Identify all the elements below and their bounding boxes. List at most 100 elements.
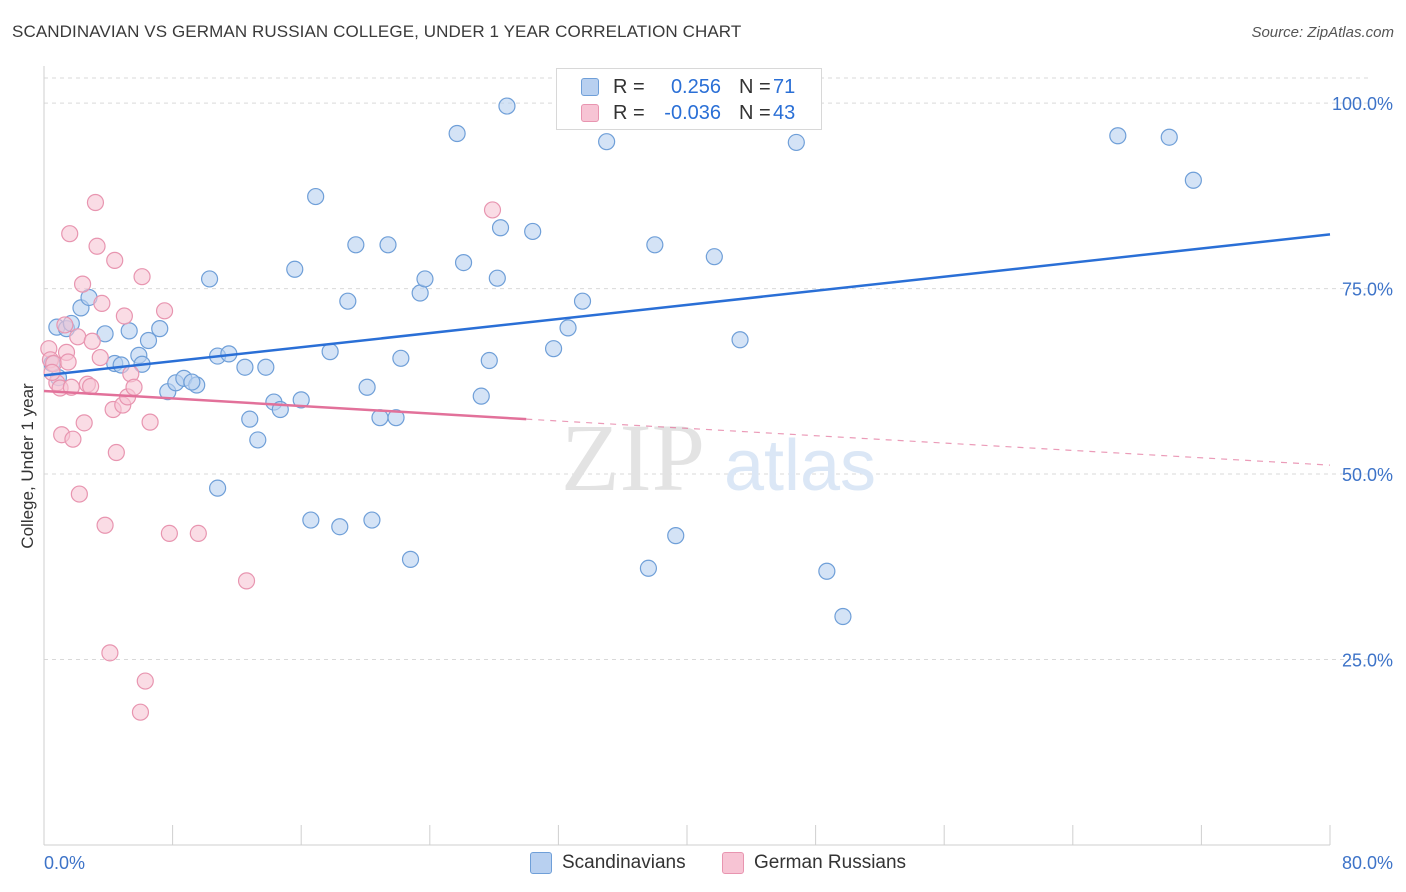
y-tick-label: 100.0% [1332,94,1393,114]
german-russian-point [483,201,502,219]
scandinavian-point [379,236,397,254]
legend-row-german-russians: R = -0.036 N = 43 [581,101,803,125]
german-russian-point [160,524,178,543]
scandinavian-point [480,351,498,370]
n-label: N = [739,75,771,98]
scandinavian-point [363,511,381,529]
scandinavian-point [472,387,490,405]
legend-item-german-russians: German Russians [722,851,906,875]
scandinavian-point [302,511,320,529]
scandinavian-point [200,270,219,288]
pink-swatch [722,852,744,874]
german-russian-point [131,703,150,721]
chart-title: SCANDINAVIAN VS GERMAN RUSSIAN COLLEGE, … [12,22,742,41]
german-russian-point [73,275,92,293]
german-russian-point [133,268,151,286]
blue-swatch [530,852,552,874]
trend-lines [43,233,1331,466]
legend-row-scandinavians: R = 0.256 N = 71 [581,75,803,99]
y-tick-label: 75.0% [1342,280,1393,300]
german-russian-point [61,225,79,243]
scandinavian-point [151,320,169,338]
scandinavian-point [544,340,563,358]
german-russian-point [43,363,61,382]
scandinavian-point [286,260,304,278]
scandinavian-point [818,562,836,580]
scandinavian-point [347,236,365,254]
german-russian-point [125,378,143,396]
legend-label: German Russians [754,852,907,873]
scandinavian-point [331,518,349,536]
scandinavian-point [236,358,254,376]
german-russian-point [189,524,207,543]
scandinavian-point [257,358,275,376]
scandinavian-point [646,236,664,254]
german-russian-point [70,485,88,503]
scandinavian-point [401,550,420,568]
german-russian-point [86,193,105,212]
german-russian-point [59,353,77,371]
scandinavian-point [559,319,577,337]
x-tick-label: 80.0% [1342,853,1393,873]
german-russian-point [93,294,111,313]
german-russians-trend-extension [526,418,1331,466]
german-russian-point [88,237,106,255]
scandinavian-point [454,254,473,272]
scandinavian-point [358,378,376,396]
scandinavian-point [249,431,267,449]
scandinavian-point [667,527,685,545]
scandinavian-point [339,292,357,310]
scandinavian-point [292,391,310,409]
scandinavian-point [448,124,466,143]
scandinavian-point [573,292,592,310]
tick-labels: 100.0% 75.0% 50.0% 25.0% 0.0% 80.0% [44,94,1393,873]
scandinavian-point [307,187,325,206]
german-russian-point [107,443,125,462]
scandinavian-point [241,410,259,428]
german-russian-point [101,644,119,662]
scandinavian-point [705,248,723,266]
scandinavian-point [787,133,805,152]
r-label: R = [613,101,645,124]
scandinavian-point [416,270,434,288]
scandinavian-point [488,269,506,287]
scandinavian-point [639,559,658,577]
scandinavian-point [183,373,201,391]
y-tick-label: 50.0% [1342,465,1393,485]
scandinavians-trend-line [43,233,1331,377]
german-russian-point [64,430,82,448]
watermark: ZIP atlas [561,404,876,511]
german-russian-point [155,302,174,320]
n-label: N = [739,101,771,124]
blue-swatch [581,78,599,96]
stats-legend: R = 0.256 N = 71 R = -0.036 N = 43 [556,68,822,130]
scandinavian-point [498,97,516,115]
scandinavian-point [491,219,510,237]
r-value: 0.256 [670,75,721,98]
axes [43,66,1331,846]
german-russian-point [75,414,93,432]
data-points [40,97,1202,721]
pink-swatch [581,104,599,122]
y-tick-label: 25.0% [1342,651,1393,671]
scandinavian-point [1109,127,1127,145]
scandinavian-point [1184,171,1202,189]
german-russian-point [91,348,109,367]
scandinavian-point [209,479,227,497]
r-value: -0.036 [664,101,721,124]
legend-label: Scandinavians [562,852,686,873]
german-russian-point [56,316,74,334]
scandinavian-point [1160,128,1178,146]
german-russian-point [106,251,124,269]
scandinavian-point [139,331,158,350]
german-russian-point [115,307,133,325]
y-axis-label: College, Under 1 year [18,383,37,549]
watermark-atlas: atlas [724,426,876,506]
german-russian-point [141,413,159,431]
scandinavian-point [731,331,749,349]
german-russians-trend-line [43,389,527,421]
german-russian-point [136,672,154,690]
scandinavian-point [598,133,616,151]
n-value: 43 [773,101,796,124]
